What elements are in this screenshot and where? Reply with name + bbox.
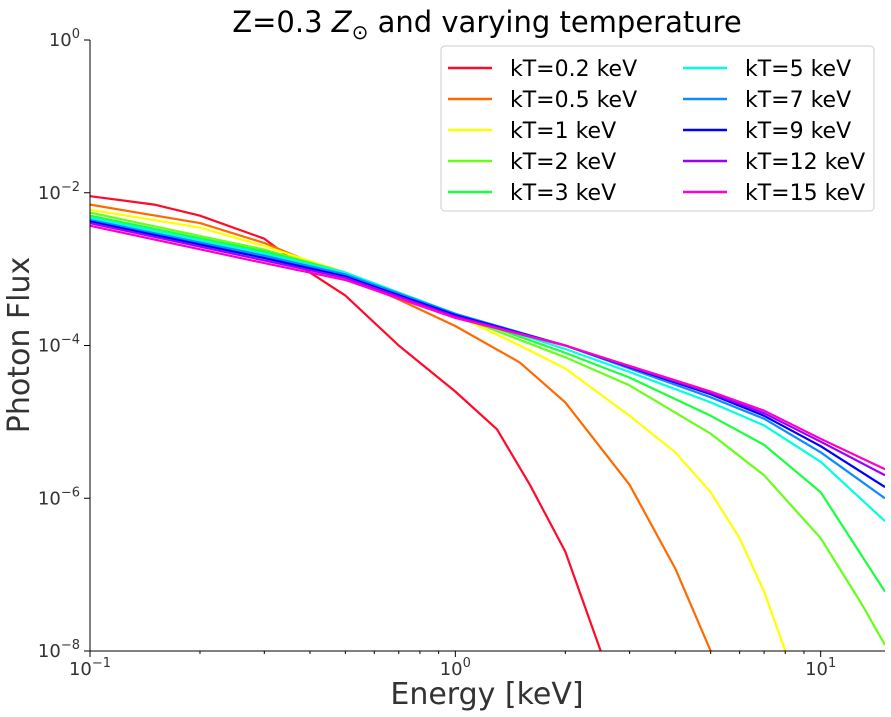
legend: kT=0.2 keV kT=0.5 keV kT=1 keV kT=2 keV kT=3… [440, 45, 875, 212]
y-tick-label-2: 10−4 [38, 333, 80, 357]
series-line-3 [90, 211, 885, 646]
legend-label-4: kT=3 keV [510, 181, 616, 206]
y-tick-label-0: 100 [49, 27, 80, 51]
series-line-1 [90, 203, 712, 651]
series-line-8 [90, 222, 885, 477]
x-tick-label-2: 101 [805, 656, 836, 680]
legend-label-3: kT=2 keV [510, 150, 616, 175]
legend-label-2: kT=1 keV [510, 119, 616, 144]
legend-label-0: kT=0.2 keV [510, 57, 637, 82]
y-axis-label: Photon Flux [2, 257, 37, 433]
legend-box [440, 45, 875, 212]
legend-label-6: kT=7 keV [745, 88, 851, 113]
x-tick-label-1: 100 [440, 656, 471, 680]
legend-label-7: kT=9 keV [745, 119, 851, 144]
series-line-2 [90, 208, 787, 651]
legend-label-9: kT=15 keV [745, 181, 865, 206]
chart-title: Z=0.3 Z⊙ and varying temperature [232, 5, 742, 44]
title-prefix: Z=0.3 [232, 5, 332, 39]
series-line-0 [90, 195, 602, 651]
y-tick-label-4: 10−8 [38, 638, 80, 662]
series-line-4 [90, 214, 885, 593]
series-line-5 [90, 216, 885, 523]
series-line-9 [90, 224, 885, 471]
y-tick-label-1: 10−2 [38, 180, 80, 204]
legend-label-5: kT=5 keV [745, 57, 851, 82]
title-suffix: and varying temperature [368, 5, 741, 39]
series-line-6 [90, 218, 885, 500]
ticks: 10−1 100 101 100 10−2 10−4 10−6 10−8 [38, 27, 836, 680]
x-axis-label: Energy [keV] [390, 677, 583, 712]
y-tick-label-3: 10−6 [38, 485, 80, 509]
title-subscript: ⊙ [352, 20, 369, 44]
title-symbol: Z [331, 5, 353, 39]
legend-label-8: kT=12 keV [745, 150, 865, 175]
series-lines [90, 195, 885, 651]
legend-label-1: kT=0.5 keV [510, 88, 637, 113]
x-tick-label-0: 10−1 [69, 656, 111, 680]
